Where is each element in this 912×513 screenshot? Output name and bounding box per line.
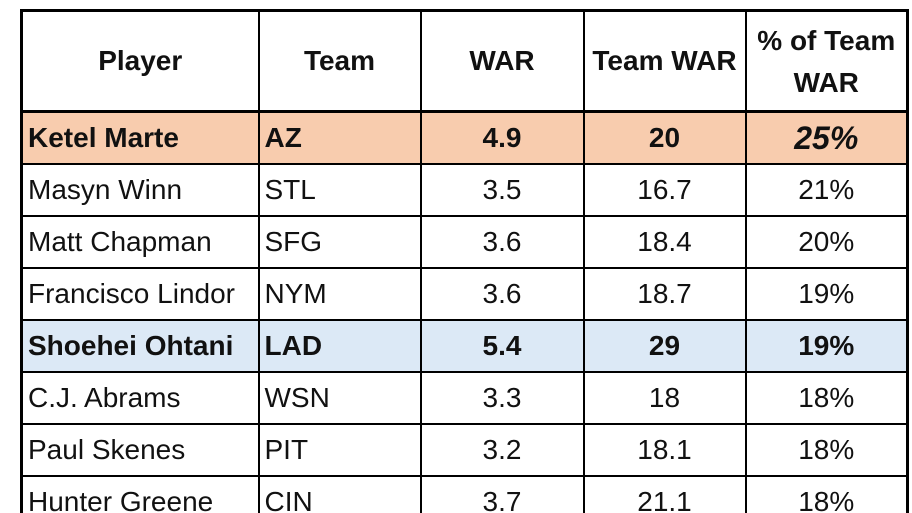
table-row-cj-abrams: C.J. Abrams WSN 3.3 18 18%	[20, 371, 909, 425]
player-cell: C.J. Abrams	[20, 371, 260, 425]
team-war-cell: 16.7	[582, 163, 747, 217]
war-cell: 3.6	[419, 267, 585, 321]
header-war: WAR	[419, 9, 585, 113]
war-cell: 3.7	[419, 475, 585, 513]
team-cell: NYM	[257, 267, 422, 321]
player-cell: Shoehei Ohtani	[20, 319, 260, 373]
player-cell: Hunter Greene	[20, 475, 260, 513]
team-war-cell: 29	[582, 319, 747, 373]
team-cell: LAD	[257, 319, 422, 373]
team-cell: AZ	[257, 110, 422, 165]
table-row-masyn-winn: Masyn Winn STL 3.5 16.7 21%	[20, 163, 909, 217]
player-cell: Matt Chapman	[20, 215, 260, 269]
team-war-cell: 18.7	[582, 267, 747, 321]
player-cell: Francisco Lindor	[20, 267, 260, 321]
team-cell: SFG	[257, 215, 422, 269]
header-pct-of-team-war: % of Team WAR	[744, 9, 909, 113]
team-cell: STL	[257, 163, 422, 217]
war-cell: 3.3	[419, 371, 585, 425]
pct-cell: 19%	[744, 267, 909, 321]
table-row-matt-chapman: Matt Chapman SFG 3.6 18.4 20%	[20, 215, 909, 269]
team-war-cell: 18.4	[582, 215, 747, 269]
pct-cell: 21%	[744, 163, 909, 217]
table-body: Ketel Marte AZ 4.9 20 25% Masyn Winn STL…	[20, 110, 909, 513]
war-table: Player Team WAR Team WAR % of Team WAR K…	[20, 9, 909, 513]
team-war-cell: 20	[582, 110, 747, 165]
pct-cell: 18%	[744, 423, 909, 477]
pct-cell: 19%	[744, 319, 909, 373]
team-war-cell: 18	[582, 371, 747, 425]
team-cell: PIT	[257, 423, 422, 477]
war-cell: 3.2	[419, 423, 585, 477]
war-cell: 3.6	[419, 215, 585, 269]
pct-cell: 20%	[744, 215, 909, 269]
table-row-ketel-marte: Ketel Marte AZ 4.9 20 25%	[20, 110, 909, 165]
pct-cell: 18%	[744, 371, 909, 425]
player-cell: Masyn Winn	[20, 163, 260, 217]
pct-cell: 25%	[744, 110, 909, 165]
header-player: Player	[20, 9, 260, 113]
pct-cell: 18%	[744, 475, 909, 513]
team-war-cell: 21.1	[582, 475, 747, 513]
table-row-francisco-lindor: Francisco Lindor NYM 3.6 18.7 19%	[20, 267, 909, 321]
header-row: Player Team WAR Team WAR % of Team WAR	[20, 9, 909, 113]
team-war-cell: 18.1	[582, 423, 747, 477]
team-cell: WSN	[257, 371, 422, 425]
table-row-paul-skenes: Paul Skenes PIT 3.2 18.1 18%	[20, 423, 909, 477]
player-cell: Paul Skenes	[20, 423, 260, 477]
header-team: Team	[257, 9, 422, 113]
war-cell: 4.9	[419, 110, 585, 165]
table-row-hunter-greene: Hunter Greene CIN 3.7 21.1 18%	[20, 475, 909, 513]
war-cell: 5.4	[419, 319, 585, 373]
war-cell: 3.5	[419, 163, 585, 217]
table-row-shoehei-ohtani: Shoehei Ohtani LAD 5.4 29 19%	[20, 319, 909, 373]
team-cell: CIN	[257, 475, 422, 513]
header-team-war: Team WAR	[582, 9, 747, 113]
player-cell: Ketel Marte	[20, 110, 260, 165]
table-header: Player Team WAR Team WAR % of Team WAR	[20, 9, 909, 113]
